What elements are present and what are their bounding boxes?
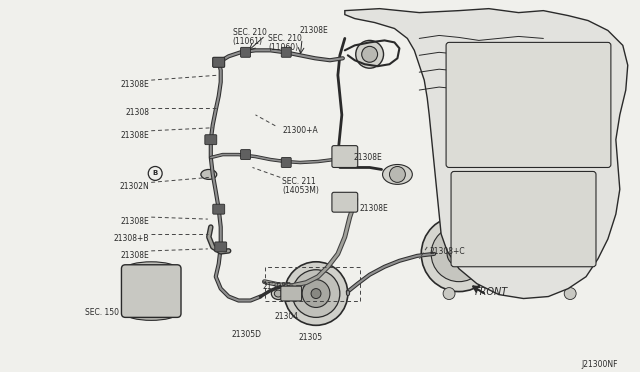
Text: SEC. 210: SEC. 210 (268, 35, 302, 44)
Ellipse shape (125, 262, 177, 276)
Circle shape (508, 70, 519, 81)
Circle shape (455, 250, 463, 258)
Polygon shape (345, 9, 628, 298)
FancyBboxPatch shape (446, 42, 611, 167)
Text: 21300+A: 21300+A (282, 126, 318, 135)
Circle shape (362, 46, 378, 62)
Text: 21308E: 21308E (299, 26, 328, 35)
Text: FRONT: FRONT (475, 286, 508, 296)
Circle shape (467, 68, 491, 92)
Circle shape (600, 54, 612, 66)
FancyBboxPatch shape (332, 192, 358, 212)
Circle shape (421, 216, 497, 292)
Text: 21308: 21308 (125, 108, 149, 117)
Circle shape (148, 167, 162, 180)
Text: 21308E: 21308E (354, 153, 383, 161)
Text: 21308+C: 21308+C (429, 247, 465, 256)
Text: (11060): (11060) (268, 44, 298, 52)
FancyBboxPatch shape (281, 286, 301, 301)
Ellipse shape (275, 290, 282, 297)
FancyBboxPatch shape (212, 57, 225, 67)
Text: 21308E: 21308E (262, 282, 291, 291)
Circle shape (578, 73, 588, 83)
FancyBboxPatch shape (205, 135, 217, 145)
Text: (14053M): (14053M) (282, 186, 319, 195)
Circle shape (356, 41, 383, 68)
Circle shape (443, 288, 455, 299)
Text: 21305D: 21305D (232, 330, 262, 339)
FancyBboxPatch shape (122, 265, 181, 317)
Circle shape (548, 115, 558, 125)
Ellipse shape (201, 170, 217, 179)
Circle shape (604, 193, 616, 205)
Text: 21308E: 21308E (120, 80, 149, 89)
FancyBboxPatch shape (241, 150, 250, 160)
FancyBboxPatch shape (241, 47, 250, 57)
Circle shape (441, 42, 453, 54)
FancyBboxPatch shape (282, 47, 291, 57)
Circle shape (564, 288, 576, 299)
Circle shape (479, 117, 495, 133)
Text: 21308E: 21308E (120, 251, 149, 260)
Text: J21300NF: J21300NF (581, 360, 618, 369)
Text: 21308+B: 21308+B (114, 234, 149, 243)
Circle shape (511, 114, 527, 130)
Text: 21308E: 21308E (360, 204, 388, 213)
Text: 21302N: 21302N (120, 182, 149, 191)
Circle shape (504, 65, 524, 85)
Circle shape (483, 121, 491, 129)
FancyBboxPatch shape (215, 242, 227, 252)
Circle shape (574, 69, 592, 87)
Circle shape (447, 242, 471, 266)
Circle shape (514, 118, 523, 126)
FancyBboxPatch shape (332, 146, 358, 167)
Text: 21305: 21305 (298, 333, 322, 342)
Circle shape (431, 226, 487, 282)
Text: SEC. 211: SEC. 211 (282, 177, 316, 186)
Text: 21308E: 21308E (120, 131, 149, 140)
Circle shape (284, 262, 348, 326)
Ellipse shape (125, 307, 177, 320)
Text: 21308E: 21308E (120, 217, 149, 226)
Circle shape (390, 167, 405, 182)
Text: (11061): (11061) (232, 38, 262, 46)
Ellipse shape (383, 164, 412, 185)
Circle shape (542, 74, 554, 86)
FancyBboxPatch shape (282, 158, 291, 167)
Text: SEC. 210: SEC. 210 (232, 29, 266, 38)
Circle shape (545, 111, 562, 129)
Circle shape (292, 270, 340, 317)
FancyBboxPatch shape (212, 204, 225, 214)
Circle shape (472, 74, 485, 87)
Text: B: B (152, 170, 158, 176)
FancyBboxPatch shape (212, 57, 225, 67)
Ellipse shape (271, 288, 285, 299)
Circle shape (538, 69, 559, 91)
Text: 21304: 21304 (274, 312, 298, 321)
Text: SEC. 150: SEC. 150 (86, 308, 120, 317)
FancyBboxPatch shape (451, 171, 596, 267)
Circle shape (302, 280, 330, 308)
Circle shape (311, 289, 321, 298)
